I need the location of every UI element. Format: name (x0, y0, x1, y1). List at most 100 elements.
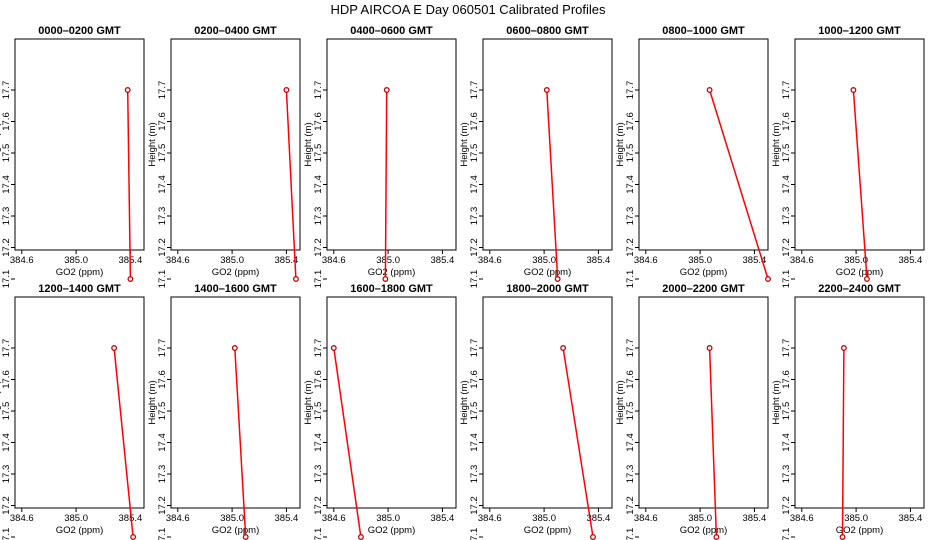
y-tick-label: 17.4 (781, 175, 792, 194)
y-tick-label: 17.7 (469, 81, 480, 100)
panel-7: 1200–1400 GMT 17.1 17.2 17.3 17.4 17.5 17.6 17.… (0, 283, 145, 540)
y-tick-label: 17.7 (313, 81, 324, 100)
panel-title: 0600–0800 GMT (506, 25, 589, 37)
panel-5: 0800–1000 GMT 17.1 17.2 17.3 17.4 17.5 17.6 17.… (615, 25, 771, 288)
y-tick-label: 17.6 (469, 112, 480, 131)
y-tick-label: 17.5 (781, 402, 792, 421)
y-tick-label: 17.1 (1, 528, 12, 540)
x-tick-label: 385.4 (119, 513, 143, 524)
y-tick-label: 17.1 (157, 270, 168, 289)
x-tick-label: 385.0 (376, 513, 400, 524)
panel-title: 0400–0600 GMT (350, 25, 433, 37)
x-tick-label: 385.0 (220, 255, 244, 266)
x-tick-label: 384.6 (790, 255, 814, 266)
data-point (765, 276, 771, 282)
x-tick-label: 385.0 (844, 513, 868, 524)
profile-line (708, 89, 769, 280)
plot-frame (794, 296, 925, 509)
y-tick-label: 17.3 (625, 207, 636, 226)
x-tick-label: 385.0 (64, 513, 88, 524)
y-tick-label: 17.6 (1, 370, 12, 389)
y-tick-label: 17.5 (625, 402, 636, 421)
panel-1: 0000–0200 GMT 17.1 17.2 17.3 17.4 17.5 17.6 17.… (0, 25, 145, 289)
profile-line (562, 347, 594, 538)
data-point (543, 87, 550, 93)
x-tick-label: 385.0 (688, 255, 712, 266)
y-tick-label: 17.7 (1, 339, 12, 358)
x-tick-label: 385.4 (431, 255, 455, 266)
panel-title: 1600–1800 GMT (350, 283, 433, 295)
y-tick-label: 17.2 (313, 496, 324, 515)
x-tick-label: 384.6 (634, 255, 658, 266)
y-tick-label: 17.2 (781, 496, 792, 515)
y-tick-label: 17.6 (625, 370, 636, 389)
y-tick-label: 17.7 (1, 81, 12, 100)
data-point (130, 534, 137, 540)
y-tick-label: 17.5 (1, 402, 12, 421)
x-tick-label: 384.6 (10, 513, 34, 524)
plot-frame (482, 38, 613, 251)
profile-line (234, 347, 247, 538)
y-tick-label: 17.1 (781, 270, 792, 289)
x-tick-label: 385.4 (587, 513, 611, 524)
y-tick-label: 17.2 (781, 238, 792, 257)
x-axis-label: GO2 (ppm) (836, 267, 884, 278)
y-tick-label: 17.5 (157, 402, 168, 421)
y-tick-label: 17.1 (313, 270, 324, 289)
x-tick-label: 385.4 (275, 513, 299, 524)
y-axis-label: Height (m) (0, 380, 2, 424)
x-tick-label: 384.6 (166, 513, 190, 524)
data-point (560, 345, 567, 351)
y-tick-label: 17.1 (1, 270, 12, 289)
y-tick-label: 17.2 (1, 496, 12, 515)
y-tick-label: 17.3 (313, 207, 324, 226)
y-axis-label: Height (m) (459, 380, 470, 424)
y-tick-label: 17.2 (625, 496, 636, 515)
x-tick-label: 384.6 (10, 255, 34, 266)
x-tick-label: 385.4 (743, 255, 767, 266)
panel-title: 1800–2000 GMT (506, 283, 589, 295)
y-axis-label: Height (m) (303, 380, 314, 424)
y-tick-label: 17.6 (625, 112, 636, 131)
x-axis-label: GO2 (ppm) (56, 267, 104, 278)
y-tick-label: 17.4 (157, 175, 168, 194)
x-axis-label: GO2 (ppm) (212, 267, 260, 278)
x-tick-label: 384.6 (634, 513, 658, 524)
x-tick-label: 384.6 (478, 513, 502, 524)
y-tick-label: 17.3 (157, 465, 168, 484)
y-tick-label: 17.2 (625, 238, 636, 257)
y-tick-label: 17.4 (469, 433, 480, 452)
data-point (330, 345, 337, 351)
x-tick-label: 384.6 (790, 513, 814, 524)
y-tick-label: 17.6 (781, 112, 792, 131)
profile-line (384, 89, 388, 280)
y-tick-label: 17.7 (469, 339, 480, 358)
data-point (111, 345, 118, 351)
y-tick-label: 17.2 (313, 238, 324, 257)
data-point (839, 534, 846, 540)
panel-4: 0600–0800 GMT 17.1 17.2 17.3 17.4 17.5 17.6 17.… (459, 25, 613, 288)
y-axis-label: Height (m) (771, 122, 782, 166)
y-tick-label: 17.6 (313, 112, 324, 131)
y-tick-label: 17.4 (625, 175, 636, 194)
x-tick-label: 384.6 (322, 513, 346, 524)
y-tick-label: 17.6 (1, 112, 12, 131)
profile-line (852, 89, 868, 280)
y-tick-label: 17.4 (781, 433, 792, 452)
x-tick-label: 385.0 (64, 255, 88, 266)
y-tick-label: 17.7 (157, 339, 168, 358)
x-tick-label: 385.4 (899, 255, 923, 266)
x-tick-label: 385.0 (220, 513, 244, 524)
x-axis-label: GO2 (ppm) (524, 267, 572, 278)
plot-frame (638, 38, 769, 251)
y-tick-label: 17.3 (157, 207, 168, 226)
x-tick-label: 385.0 (688, 513, 712, 524)
y-tick-label: 17.4 (469, 175, 480, 194)
y-tick-label: 17.4 (1, 433, 12, 452)
y-tick-label: 17.5 (781, 144, 792, 163)
figure-title: HDP AIRCOA E Day 060501 Calibrated Profi… (330, 2, 606, 17)
x-axis-label: GO2 (ppm) (368, 525, 416, 536)
data-point (292, 276, 299, 282)
x-axis-label: GO2 (ppm) (836, 525, 884, 536)
